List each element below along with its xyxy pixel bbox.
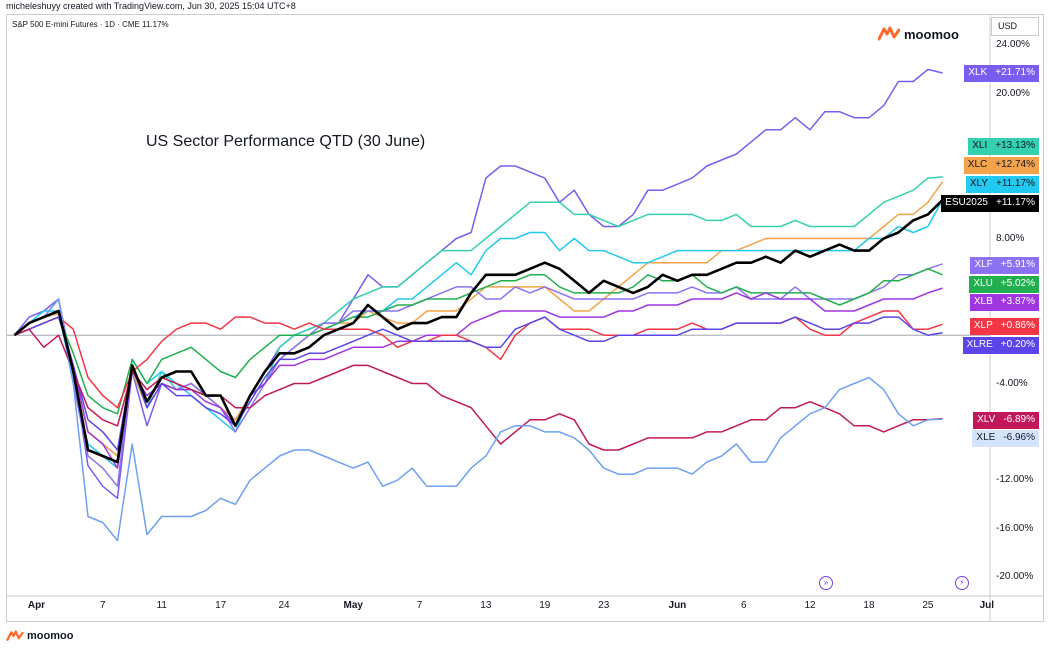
legend-value: +11.17% bbox=[991, 195, 1039, 212]
y-tick-label: 24.00% bbox=[996, 39, 1030, 51]
series-line-xlu[interactable] bbox=[14, 268, 943, 415]
y-tick-label: -20.00% bbox=[996, 570, 1034, 582]
legend-label-xli[interactable]: XLI +13.13% bbox=[968, 138, 1039, 155]
x-tick-label: 12 bbox=[804, 600, 816, 611]
legend-symbol: XLF bbox=[970, 257, 997, 274]
legend-symbol: XLY bbox=[965, 176, 992, 193]
x-tick-label: 13 bbox=[480, 600, 492, 611]
legend-label-xlre[interactable]: XLRE +0.20% bbox=[962, 337, 1039, 354]
x-tick-label: 7 bbox=[99, 600, 106, 611]
legend-label-xlb[interactable]: XLB +3.87% bbox=[969, 294, 1039, 311]
legend-value: +12.74% bbox=[991, 157, 1039, 174]
moomoo-logo-icon bbox=[6, 630, 24, 641]
y-tick-label: -4.00% bbox=[996, 377, 1028, 389]
x-tick-label: 17 bbox=[215, 600, 227, 611]
x-tick-label: 24 bbox=[278, 600, 290, 611]
x-tick-label: 7 bbox=[416, 600, 423, 611]
legend-label-xlu[interactable]: XLU +5.02% bbox=[969, 276, 1039, 293]
x-tick-label: 11 bbox=[156, 600, 167, 611]
series-line-xlv[interactable] bbox=[14, 328, 943, 451]
series-line-xle[interactable] bbox=[13, 298, 943, 542]
x-tick-label: May bbox=[343, 600, 363, 611]
symbol-info[interactable]: S&P 500 E-mini Futures · 1D · CME 11.17% bbox=[12, 20, 169, 29]
legend-symbol: XLB bbox=[969, 294, 997, 311]
legend-symbol: XLRE bbox=[962, 337, 997, 354]
legend-label-xle[interactable]: XLE -6.96% bbox=[972, 430, 1039, 447]
legend-value: +21.71% bbox=[991, 65, 1039, 82]
chart-title: US Sector Performance QTD (30 June) bbox=[146, 133, 426, 150]
legend-value: +0.86% bbox=[996, 318, 1039, 335]
brand-name: moomoo bbox=[904, 26, 959, 42]
legend-value: +0.20% bbox=[996, 337, 1039, 354]
lightning-icon[interactable]: ⚡ bbox=[955, 576, 969, 590]
y-tick-label: -16.00% bbox=[996, 522, 1034, 534]
legend-value: +13.13% bbox=[991, 138, 1039, 155]
brand-footer-name: moomoo bbox=[27, 630, 74, 642]
legend-label-esu2025[interactable]: ESU2025 +11.17% bbox=[941, 195, 1039, 212]
x-tick-label: 6 bbox=[740, 600, 747, 611]
x-tick-label: Jun bbox=[668, 600, 687, 611]
series-line-xlre[interactable] bbox=[14, 316, 943, 451]
legend-symbol: ESU2025 bbox=[941, 195, 992, 212]
brand-footer: moomoo bbox=[6, 630, 73, 642]
legend-symbol: XLC bbox=[963, 157, 992, 174]
brand-watermark: moomoo bbox=[878, 26, 959, 42]
x-tick-label: 23 bbox=[598, 600, 610, 611]
legend-symbol: XLK bbox=[964, 65, 992, 82]
currency-button[interactable]: USD bbox=[991, 17, 1039, 36]
chart-credit: micheleshuyy created with TradingView.co… bbox=[6, 1, 296, 11]
legend-value: -6.89% bbox=[999, 412, 1039, 429]
series-line-xlb[interactable] bbox=[13, 287, 943, 469]
series-line-xlf[interactable] bbox=[13, 263, 943, 488]
legend-label-xly[interactable]: XLY +11.17% bbox=[965, 176, 1039, 193]
replay-icon[interactable]: » bbox=[819, 576, 833, 590]
series-line-xly[interactable] bbox=[13, 199, 944, 469]
legend-symbol: XLU bbox=[969, 276, 997, 293]
legend-symbol: XLI bbox=[968, 138, 992, 155]
series-line-esu2025[interactable] bbox=[13, 198, 944, 464]
legend-label-xlk[interactable]: XLK +21.71% bbox=[964, 65, 1039, 82]
x-tick-label: 25 bbox=[922, 600, 934, 611]
y-tick-label: 20.00% bbox=[996, 87, 1030, 99]
legend-value: +5.02% bbox=[996, 276, 1039, 293]
legend-label-xlf[interactable]: XLF +5.91% bbox=[970, 257, 1039, 274]
series-line-xli[interactable] bbox=[13, 176, 943, 457]
legend-symbol: XLE bbox=[972, 430, 1000, 447]
legend-value: +11.17% bbox=[991, 176, 1039, 193]
legend-symbol: XLP bbox=[969, 318, 997, 335]
legend-symbol: XLV bbox=[973, 412, 1000, 429]
x-tick-label: Jul bbox=[979, 600, 995, 611]
legend-label-xlv[interactable]: XLV -6.89% bbox=[973, 412, 1039, 429]
legend-label-xlp[interactable]: XLP +0.86% bbox=[969, 318, 1039, 335]
x-tick-label: Apr bbox=[27, 600, 46, 611]
legend-value: +5.91% bbox=[996, 257, 1039, 274]
moomoo-logo-icon bbox=[878, 26, 900, 41]
legend-label-xlc[interactable]: XLC +12.74% bbox=[963, 157, 1039, 174]
series-line-xlc[interactable] bbox=[13, 181, 944, 457]
legend-value: +3.87% bbox=[996, 294, 1039, 311]
legend-value: -6.96% bbox=[999, 430, 1039, 447]
y-tick-label: -12.00% bbox=[996, 474, 1034, 486]
x-tick-label: 19 bbox=[539, 600, 551, 611]
y-tick-label: 8.00% bbox=[996, 232, 1025, 244]
x-tick-label: 18 bbox=[863, 600, 875, 611]
